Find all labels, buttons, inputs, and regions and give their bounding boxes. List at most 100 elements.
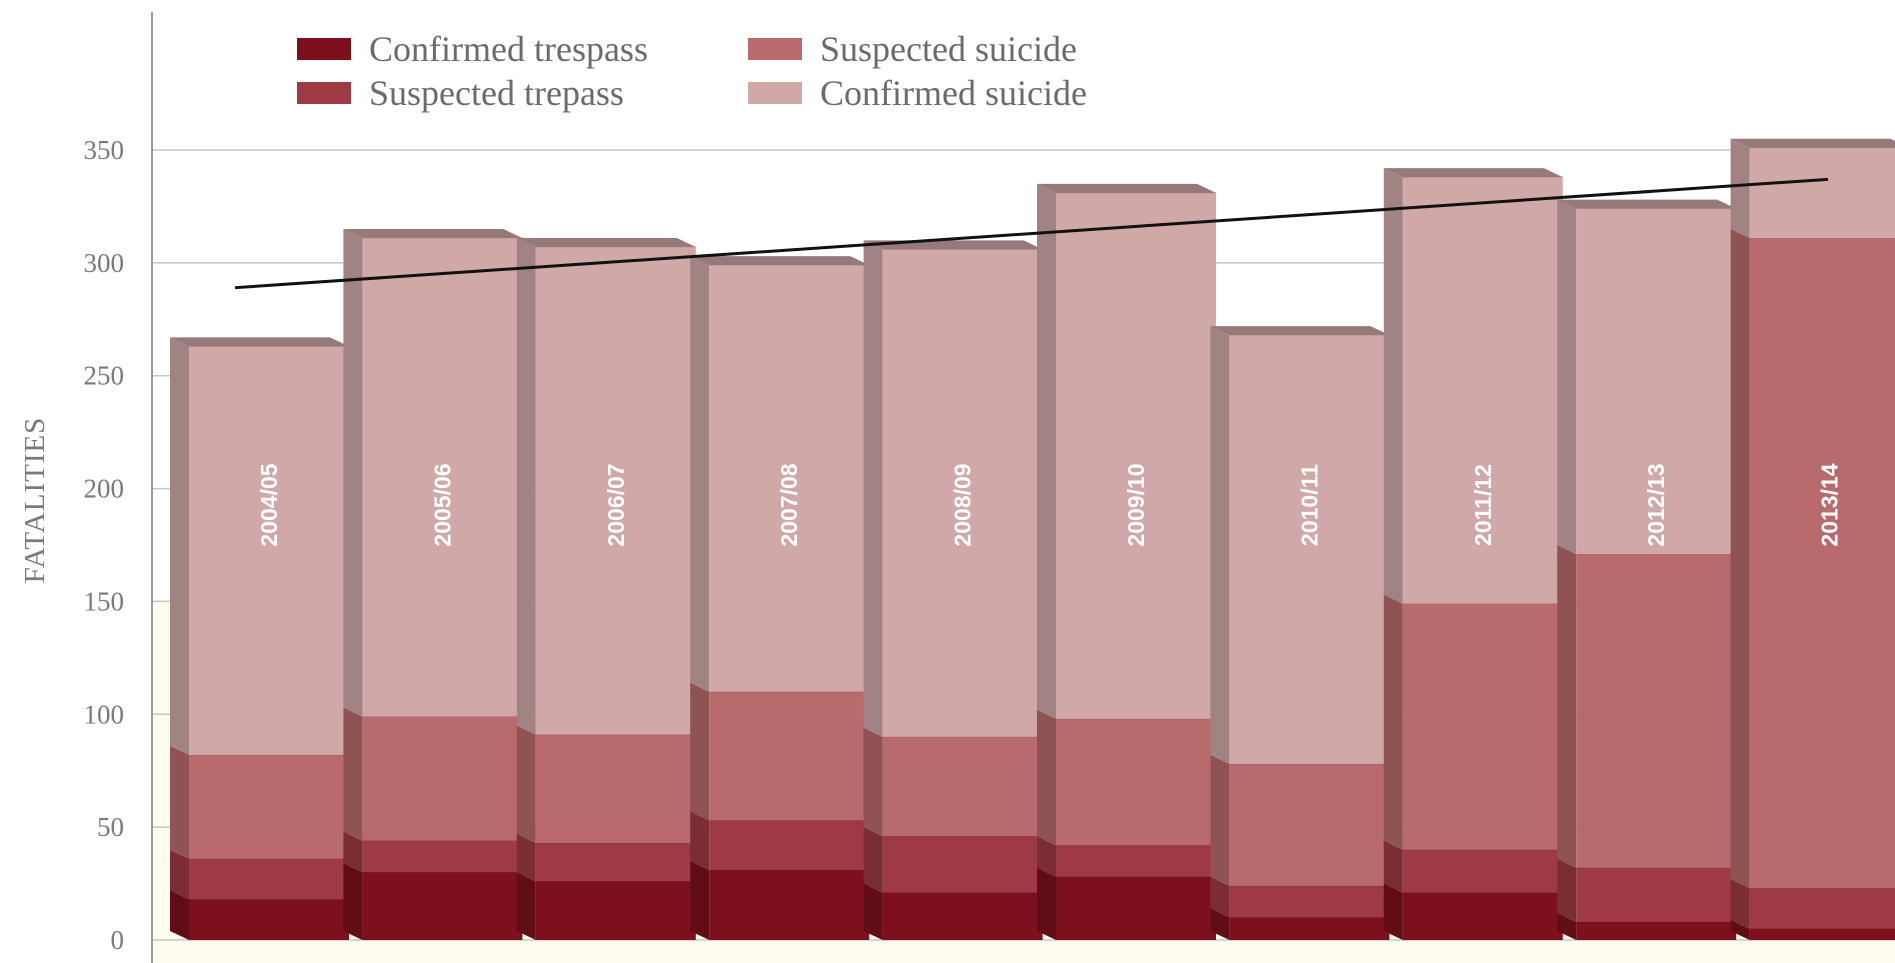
bar-stack: 2010/11 (1210, 326, 1390, 940)
bar-segment (882, 836, 1043, 893)
bar-segment-side (1383, 840, 1403, 893)
bar-top (170, 337, 349, 347)
bar-segment-side (863, 727, 883, 837)
y-tick-label: 300 (84, 248, 125, 278)
category-label: 2008/09 (950, 463, 976, 546)
legend-item: Suspected suicide (748, 29, 1077, 69)
bar-segment-side (690, 861, 710, 940)
legend-swatch (748, 82, 802, 104)
legend-label: Suspected trepass (369, 73, 624, 113)
category-label: 2012/13 (1643, 463, 1669, 546)
bar-segment (709, 265, 870, 692)
bar-segment-side (1730, 919, 1750, 940)
bar-top (690, 256, 870, 266)
bar-segment-side (690, 811, 710, 871)
bar-segment (1749, 888, 1895, 929)
bar-top (1210, 326, 1390, 336)
y-axis-label: FATALITIES (19, 417, 51, 584)
bar-segment-side (863, 240, 883, 737)
y-tick-label: 350 (84, 135, 125, 165)
bar-segment (1229, 763, 1390, 886)
bar-segment-side (343, 831, 363, 873)
legend-item: Confirmed suicide (748, 73, 1087, 113)
category-label: 2006/07 (603, 463, 629, 546)
bar-segment-side (170, 745, 189, 859)
bar-segment-side (343, 863, 363, 940)
bar-segment (535, 881, 696, 940)
bar-segment (362, 840, 523, 873)
bar-segment (189, 899, 349, 940)
bar-segment-side (1730, 229, 1750, 889)
category-label: 2010/11 (1296, 464, 1322, 546)
bar-segment-side (1037, 867, 1056, 940)
bar-segment (1402, 603, 1563, 850)
bar-segment-side (516, 725, 536, 843)
bar-stack: 2007/08 (690, 256, 870, 940)
bar-segment (1056, 718, 1216, 846)
bar-segment (535, 842, 696, 882)
bar-segment-side (1037, 836, 1056, 877)
bar-segment (189, 858, 349, 900)
bar-segment-side (1383, 883, 1403, 940)
bar-segment (1749, 928, 1895, 940)
bar-segment-side (1557, 858, 1577, 922)
bar-segment (362, 238, 523, 717)
bar-stack: 2012/13 (1557, 199, 1737, 940)
bar-segment-side (1557, 545, 1577, 868)
bar-segment (882, 892, 1043, 940)
y-tick-label: 150 (84, 586, 125, 616)
bar-segment (1402, 849, 1563, 893)
bar-top (343, 229, 523, 239)
category-label: 2009/10 (1123, 463, 1149, 546)
bar-stack: 2013/14 (1730, 138, 1895, 940)
legend-item: Suspected trepass (297, 73, 624, 113)
bar-segment (709, 820, 870, 871)
bar-segment (1056, 876, 1216, 940)
y-tick-labels: 0 50 100 150 200 250 300 350 (84, 135, 125, 955)
category-label: 2013/14 (1817, 463, 1843, 546)
bar-stack: 2008/09 (863, 240, 1043, 940)
bar-top (1557, 199, 1737, 209)
bar-stack: 2005/06 (343, 229, 523, 940)
bar-segment (709, 691, 870, 821)
category-label: 2004/05 (256, 463, 282, 546)
bar-stack: 2009/10 (1037, 183, 1216, 940)
bar-segment (189, 346, 349, 755)
bars: 2004/05 2005/06 2006/07 2007/08 2008/09 2009/… (170, 138, 1895, 940)
bar-segment-side (1730, 879, 1750, 929)
bar-segment-side (170, 337, 189, 755)
bar-segment-side (690, 682, 710, 821)
bar-segment-side (516, 872, 536, 940)
bar-segment-side (1730, 138, 1750, 239)
bar-segment (535, 247, 696, 735)
category-label: 2005/06 (429, 463, 455, 546)
bar-segment (1576, 921, 1737, 940)
bar-segment-side (1037, 183, 1056, 719)
bar-segment-side (1210, 908, 1230, 940)
bar-segment-side (1210, 326, 1230, 764)
bar-stack: 2006/07 (516, 238, 696, 940)
bar-segment-side (1210, 754, 1230, 886)
bar-segment (362, 716, 523, 841)
bar-top (1037, 183, 1216, 193)
legend-item: Confirmed trespass (297, 29, 648, 69)
category-label: 2007/08 (776, 463, 802, 546)
bar-segment-side (1037, 709, 1056, 846)
bar-segment (1229, 917, 1390, 940)
bar-top (516, 238, 696, 248)
bar-segment (882, 249, 1043, 737)
bar-segment-side (1210, 876, 1230, 918)
legend-swatch (297, 38, 351, 60)
bar-segment (362, 872, 523, 940)
trendline-group (234, 177, 1829, 290)
bar-segment-side (343, 229, 363, 717)
bar-segment-side (863, 883, 883, 940)
bar-stack: 2011/12 (1383, 168, 1563, 940)
bar-segment-side (1557, 912, 1577, 940)
bar-segment (882, 736, 1043, 837)
bar-segment (1229, 335, 1390, 764)
bar-segment-side (343, 707, 363, 841)
bar-segment (1576, 554, 1737, 868)
bar-segment-side (1383, 168, 1403, 604)
